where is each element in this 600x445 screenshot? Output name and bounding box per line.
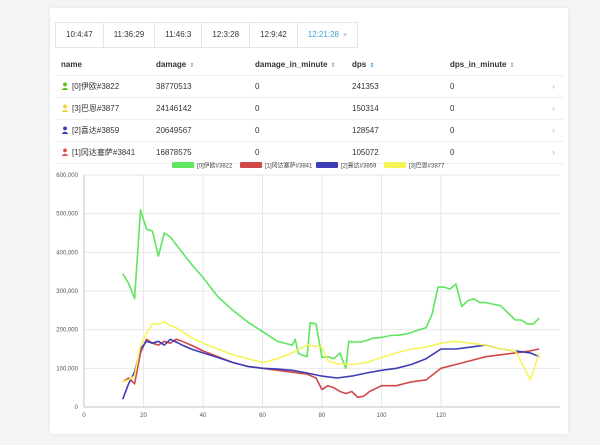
user-icon xyxy=(61,104,69,112)
y-tick-label: 100,000 xyxy=(56,366,78,372)
x-tick-label: 120 xyxy=(436,413,447,419)
y-tick-label: 300,000 xyxy=(56,289,78,295)
y-tick-label: 200,000 xyxy=(56,328,78,334)
y-tick-label: 600,000 xyxy=(56,173,78,179)
dps-line-chart: 0 100,000 200,000 300,000 400,000 500,000 600,… xyxy=(56,162,560,419)
damage-cell: 16878575 xyxy=(156,148,192,157)
table-row[interactable]: [3]巴恩#3877 24146142 0 150314 0 › xyxy=(55,98,563,120)
player-name-cell: [1]冈达塞萨#3841 xyxy=(61,142,135,163)
damage-in-minute-cell: 0 xyxy=(255,82,260,91)
series-line-1 xyxy=(122,338,540,399)
damage-table: name damage ⇕ damage_in_minute ⇕ dps ⇕ dps_… xyxy=(55,54,563,164)
series-line-3 xyxy=(122,321,540,383)
tab-session-1[interactable]: 10:4:47 xyxy=(56,23,104,47)
dps-in-minute-cell: 0 xyxy=(450,104,455,113)
x-tick-label: 80 xyxy=(319,413,326,419)
legend-swatch-0 xyxy=(172,162,194,168)
chevron-right-icon[interactable]: › xyxy=(552,147,555,157)
table-row[interactable]: [0]伊欧#3822 38770513 0 241353 0 › xyxy=(55,76,563,98)
legend-label-2: [2]喜达#3859 xyxy=(341,162,377,170)
column-header-name: name xyxy=(61,60,82,69)
legend-swatch-3 xyxy=(384,162,406,168)
y-tick-label: 400,000 xyxy=(56,250,78,256)
y-tick-label: 0 xyxy=(75,405,79,411)
sort-icon[interactable]: ⇕ xyxy=(330,63,336,69)
damage-cell: 38770513 xyxy=(156,82,192,91)
dps-in-minute-cell: 0 xyxy=(450,126,455,135)
damage-in-minute-cell: 0 xyxy=(255,148,260,157)
dps-cell: 128547 xyxy=(352,126,379,135)
column-header-dps-in-minute[interactable]: dps_in_minute ⇕ xyxy=(450,54,514,77)
user-icon xyxy=(61,126,69,134)
damage-in-minute-cell: 0 xyxy=(255,126,260,135)
player-name-cell: [2]喜达#3859 xyxy=(61,120,119,141)
legend-swatch-2 xyxy=(316,162,338,168)
damage-cell: 24146142 xyxy=(156,104,192,113)
chevron-right-icon[interactable]: › xyxy=(552,125,555,135)
user-icon xyxy=(61,148,69,156)
legend-swatch-1 xyxy=(240,162,262,168)
x-tick-label: 20 xyxy=(140,413,147,419)
x-tick-label: 100 xyxy=(376,413,387,419)
dps-in-minute-cell: 0 xyxy=(450,82,455,91)
player-name: [0]伊欧#3822 xyxy=(72,82,120,91)
user-icon xyxy=(61,82,69,90)
column-header-label: damage_in_minute xyxy=(255,60,328,69)
column-header-label: damage xyxy=(156,60,187,69)
player-name-cell: [0]伊欧#3822 xyxy=(61,76,119,97)
damage-in-minute-cell: 0 xyxy=(255,104,260,113)
chevron-right-icon[interactable]: › xyxy=(552,81,555,91)
column-header-label: dps xyxy=(352,60,367,69)
session-tabs: 10:4:47 11:36:29 11:46:3 12:3:28 12:9:42… xyxy=(55,22,358,48)
legend-label-3: [3]巴恩#3877 xyxy=(409,163,445,170)
series-line-2 xyxy=(121,338,540,400)
damage-cell: 20649567 xyxy=(156,126,192,135)
player-name: [2]喜达#3859 xyxy=(72,126,120,135)
legend-label-0: [0]伊欧#3822 xyxy=(197,162,233,170)
dps-in-minute-cell: 0 xyxy=(450,148,455,157)
series-line-0 xyxy=(122,208,540,370)
column-header-damage[interactable]: damage ⇕ xyxy=(156,54,194,77)
sort-icon[interactable]: ⇕ xyxy=(189,63,195,69)
player-name: [3]巴恩#3877 xyxy=(72,104,120,113)
player-name: [1]冈达塞萨#3841 xyxy=(72,148,136,157)
close-icon[interactable]: × xyxy=(342,32,347,39)
player-name-cell: [3]巴恩#3877 xyxy=(61,98,119,119)
x-tick-label: 0 xyxy=(82,413,86,419)
legend-label-1: [1]冈达塞萨#3841 xyxy=(265,162,313,170)
y-tick-label: 500,000 xyxy=(56,212,78,218)
column-header-damage-in-minute[interactable]: damage_in_minute ⇕ xyxy=(255,54,336,77)
column-header-label: dps_in_minute xyxy=(450,60,507,69)
tab-session-6[interactable]: 12:21:28 × xyxy=(298,23,357,47)
dps-cell: 105072 xyxy=(352,148,379,157)
table-row[interactable]: [1]冈达塞萨#3841 16878575 0 105072 0 › xyxy=(55,142,563,164)
column-header-dps[interactable]: dps ⇕ xyxy=(352,54,374,77)
x-tick-label: 60 xyxy=(259,413,266,419)
tab-session-5[interactable]: 12:9:42 xyxy=(250,23,298,47)
table-header-row: name damage ⇕ damage_in_minute ⇕ dps ⇕ dps_… xyxy=(55,54,563,76)
tab-session-4[interactable]: 12:3:28 xyxy=(202,23,251,47)
x-tick-label: 40 xyxy=(200,413,207,419)
chevron-right-icon[interactable]: › xyxy=(552,103,555,113)
table-row[interactable]: [2]喜达#3859 20649567 0 128547 0 › xyxy=(55,120,563,142)
tab-session-2[interactable]: 11:36:29 xyxy=(104,23,156,47)
tab-session-3[interactable]: 11:46:3 xyxy=(155,23,203,47)
dps-cell: 150314 xyxy=(352,104,379,113)
sort-icon[interactable]: ⇕ xyxy=(369,63,375,69)
tab-label: 12:21:28 xyxy=(307,30,339,39)
dps-cell: 241353 xyxy=(352,82,379,91)
sort-icon[interactable]: ⇕ xyxy=(509,63,515,69)
